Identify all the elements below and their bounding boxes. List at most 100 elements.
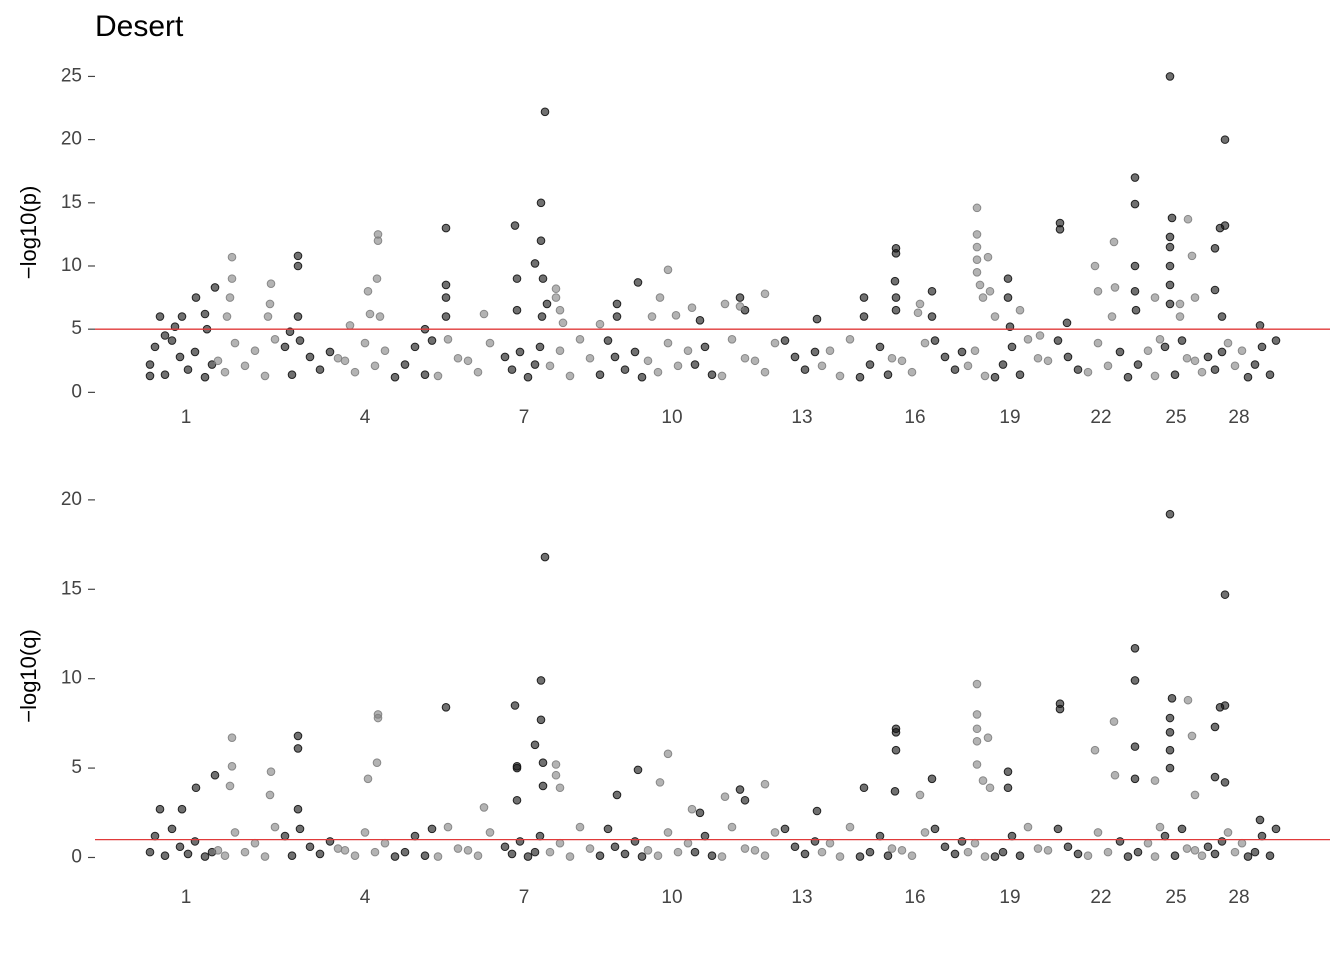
point <box>183 849 193 859</box>
point <box>536 715 546 725</box>
point <box>1237 838 1247 848</box>
x-tick-label: 22 <box>1090 407 1111 428</box>
point <box>998 360 1008 369</box>
point <box>551 760 561 769</box>
point <box>845 334 855 344</box>
y-tick-label: 0 <box>71 381 82 402</box>
point <box>630 347 640 357</box>
point <box>287 851 297 860</box>
point <box>266 279 276 288</box>
point <box>980 852 990 861</box>
point <box>970 838 980 848</box>
point <box>891 728 901 737</box>
point <box>575 822 585 832</box>
point <box>735 785 745 794</box>
x-tick-label: 16 <box>904 407 925 428</box>
point <box>653 851 663 860</box>
point <box>1155 822 1165 832</box>
point <box>760 289 770 299</box>
point <box>647 312 657 321</box>
point <box>612 312 622 321</box>
point <box>363 286 373 296</box>
point <box>207 360 217 369</box>
point <box>479 803 489 812</box>
point <box>859 312 869 321</box>
point <box>250 346 260 355</box>
point <box>610 842 620 852</box>
point <box>800 365 810 374</box>
point <box>595 370 605 379</box>
point <box>1130 774 1140 784</box>
point <box>225 781 235 791</box>
point <box>545 361 555 371</box>
point <box>700 831 710 841</box>
point <box>1131 305 1141 315</box>
point <box>655 778 665 787</box>
point <box>433 852 443 861</box>
point <box>1110 770 1120 780</box>
x-tick-label: 1 <box>181 887 192 908</box>
point <box>643 356 653 366</box>
point <box>740 844 750 853</box>
point <box>727 334 737 344</box>
point <box>1170 851 1180 860</box>
point <box>1175 312 1185 321</box>
point <box>1003 783 1013 793</box>
point <box>887 844 897 853</box>
point <box>1160 831 1170 841</box>
point <box>1143 838 1153 848</box>
point <box>612 299 622 309</box>
point <box>1165 763 1175 773</box>
point <box>230 338 240 348</box>
point <box>1103 361 1113 371</box>
y-axis-label: −log10(q) <box>16 629 41 723</box>
point <box>227 252 237 262</box>
point <box>175 352 185 362</box>
point <box>695 808 705 818</box>
point <box>1043 356 1053 366</box>
point <box>883 370 893 379</box>
point <box>1130 643 1140 653</box>
point-series <box>213 679 1247 861</box>
point <box>427 824 437 834</box>
point <box>551 284 561 294</box>
point <box>1110 283 1120 292</box>
point <box>585 353 595 363</box>
point <box>760 851 770 860</box>
point <box>875 831 885 841</box>
point <box>1093 828 1103 837</box>
point <box>1197 367 1207 377</box>
point <box>1243 852 1253 861</box>
point <box>1210 722 1220 732</box>
point <box>551 770 561 780</box>
point <box>1015 851 1025 860</box>
point <box>970 346 980 355</box>
point <box>1220 590 1230 599</box>
point <box>1055 704 1065 714</box>
point <box>1170 370 1180 379</box>
y-tick-label: 20 <box>61 129 82 150</box>
point <box>1123 372 1133 382</box>
point <box>360 828 370 837</box>
point <box>365 309 375 319</box>
chart-title: Desert <box>95 10 184 43</box>
point <box>227 733 237 742</box>
point-series <box>213 203 1247 381</box>
point <box>1083 851 1093 860</box>
point <box>441 280 451 290</box>
point <box>1182 844 1192 853</box>
point <box>507 365 517 374</box>
point <box>1090 745 1100 755</box>
point <box>1167 213 1177 223</box>
point <box>835 852 845 861</box>
point <box>835 371 845 381</box>
point <box>536 676 546 685</box>
point <box>950 365 960 374</box>
point <box>1177 824 1187 834</box>
point <box>1055 225 1065 234</box>
point <box>373 713 383 723</box>
point <box>1190 356 1200 366</box>
point <box>1165 280 1175 290</box>
point <box>145 360 155 369</box>
point <box>1165 713 1175 723</box>
